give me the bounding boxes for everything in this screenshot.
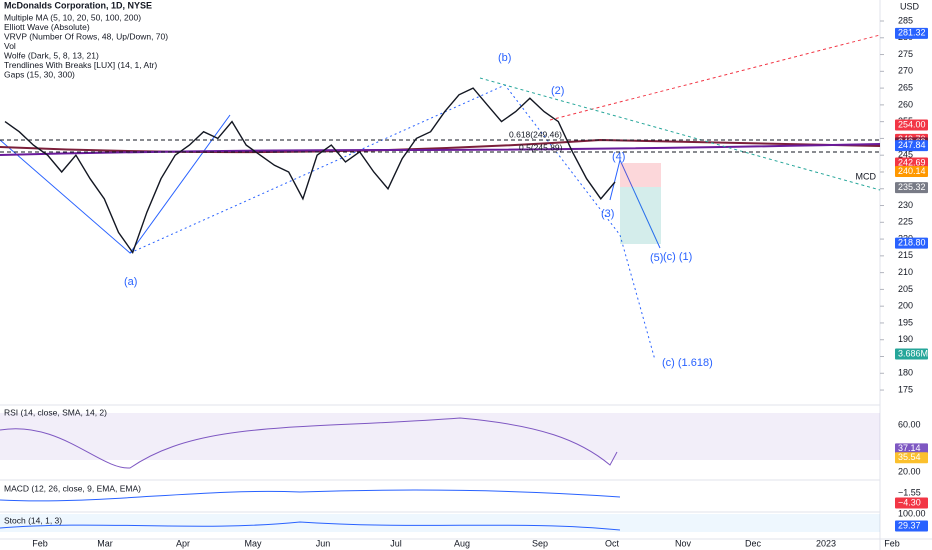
y-tick-label: 260 bbox=[898, 99, 913, 109]
y-tick-label: 195 bbox=[898, 317, 913, 327]
wave-line bbox=[609, 158, 661, 249]
indicator-legend: Wolfe (Dark, 5, 8, 13, 21) bbox=[4, 50, 99, 60]
y-tick-label: 205 bbox=[898, 284, 913, 294]
rsi-band bbox=[0, 413, 880, 460]
x-tick-label: Jun bbox=[316, 538, 331, 548]
annotation: (a) bbox=[124, 276, 137, 288]
x-tick-label: Dec bbox=[745, 538, 762, 548]
annotation: (2) bbox=[551, 85, 564, 97]
price-badge bbox=[895, 452, 928, 464]
price-badge-label: 29.37 bbox=[898, 520, 921, 530]
annotation: (3) bbox=[601, 208, 614, 220]
x-tick-label: Aug bbox=[454, 538, 470, 548]
y-tick-label: 190 bbox=[898, 334, 913, 344]
x-tick-label: Apr bbox=[176, 538, 190, 548]
symbol-label: MCD bbox=[856, 171, 877, 181]
volume-label: 3.686M bbox=[898, 348, 928, 358]
x-tick-label: Sep bbox=[532, 538, 548, 548]
macd-line bbox=[0, 489, 621, 502]
price-badge bbox=[895, 508, 928, 520]
price-badge-label: −4.30 bbox=[898, 497, 921, 507]
trend-line bbox=[549, 34, 881, 121]
moving-average bbox=[0, 138, 881, 154]
indicator-legend: Gaps (15, 30, 300) bbox=[4, 69, 75, 79]
price-badge bbox=[895, 487, 928, 499]
x-tick-label: Feb bbox=[32, 538, 48, 548]
price-badge-label: 218.80 bbox=[898, 237, 926, 247]
price-badge bbox=[895, 497, 928, 509]
price-badge bbox=[895, 140, 928, 152]
price-badge bbox=[895, 443, 928, 455]
price-badge-label: 281.32 bbox=[898, 28, 926, 38]
pane-title: MACD (12, 26, close, 9, EMA, EMA) bbox=[4, 483, 141, 493]
price-badge-label: 247.84 bbox=[898, 140, 926, 150]
y-tick-label: 230 bbox=[898, 200, 913, 210]
annotation: (c) (1) bbox=[663, 251, 692, 263]
price-badge-label: 242.69 bbox=[898, 157, 926, 167]
risk-zone bbox=[620, 163, 661, 187]
x-tick-label: Oct bbox=[605, 538, 620, 548]
price-badge bbox=[895, 119, 928, 131]
price-badge-label: 37.14 bbox=[898, 443, 921, 453]
y-tick-label: 200 bbox=[898, 301, 913, 311]
x-tick-label: Jul bbox=[390, 538, 402, 548]
y-tick-label: 175 bbox=[898, 384, 913, 394]
y-tick-label: 265 bbox=[898, 82, 913, 92]
price-badge bbox=[895, 27, 928, 39]
annotation: (c) (1.618) bbox=[662, 357, 713, 369]
y-tick-label: 225 bbox=[898, 217, 913, 227]
indicator-legend: Elliott Wave (Absolute) bbox=[4, 22, 90, 32]
price-badge-label: 240.14 bbox=[898, 166, 926, 176]
price-badge-label: 235.32 bbox=[898, 182, 926, 192]
price-badge bbox=[895, 237, 928, 249]
y-tick-label: 245 bbox=[898, 150, 913, 160]
y-tick-label: 215 bbox=[898, 250, 913, 260]
y-tick-label: 270 bbox=[898, 66, 913, 76]
annotation: (5) bbox=[650, 252, 663, 264]
pane-title: RSI (14, close, SMA, 14, 2) bbox=[4, 407, 107, 417]
x-tick-label: May bbox=[244, 538, 262, 548]
currency: USD bbox=[900, 1, 920, 11]
rsi-tick-label: 60.00 bbox=[898, 419, 921, 429]
price-badge bbox=[895, 157, 928, 169]
price-badge bbox=[895, 520, 928, 532]
price-line bbox=[4, 87, 616, 255]
chart-title: McDonalds Corporation, 1D, NYSE bbox=[4, 0, 152, 10]
x-tick-label: Nov bbox=[675, 538, 692, 548]
x-tick-label: Feb bbox=[884, 538, 900, 548]
price-badge-label: 100.00 bbox=[898, 508, 926, 518]
indicator-legend: Vol bbox=[4, 41, 16, 51]
price-badge bbox=[895, 182, 928, 194]
y-tick-label: 285 bbox=[898, 15, 913, 25]
y-tick-label: 275 bbox=[898, 49, 913, 59]
indicator-legend: VRVP (Number Of Rows, 48, Up/Down, 70) bbox=[4, 31, 168, 41]
reward-zone bbox=[620, 187, 661, 244]
stoch-line bbox=[0, 521, 621, 531]
annotation: 0.5(245.89) bbox=[519, 142, 563, 152]
annotation: (b) bbox=[498, 52, 511, 64]
indicator-legend: Trendlines With Breaks [LUX] (14, 1, Atr… bbox=[4, 60, 157, 70]
x-tick-label: 2023 bbox=[816, 538, 836, 548]
annotation: 0.618(249.46) bbox=[509, 129, 562, 139]
stoch-band bbox=[0, 514, 880, 532]
annotation: (4) bbox=[612, 151, 625, 163]
volume-badge bbox=[895, 348, 928, 360]
indicator-legend: Multiple MA (5, 10, 20, 50, 100, 200) bbox=[4, 12, 141, 22]
y-tick-label: 180 bbox=[898, 368, 913, 378]
pane-title: Stoch (14, 1, 3) bbox=[4, 515, 62, 525]
x-tick-label: Mar bbox=[97, 538, 113, 548]
y-tick-label: 210 bbox=[898, 267, 913, 277]
price-badge-label: 254.00 bbox=[898, 119, 926, 129]
rsi-tick-label: 20.00 bbox=[898, 466, 921, 476]
rsi-line bbox=[0, 417, 618, 469]
price-badge-label: 35.54 bbox=[898, 452, 921, 462]
price-badge-label: −1.55 bbox=[898, 487, 921, 497]
projection-line bbox=[129, 84, 656, 361]
moving-average bbox=[0, 143, 881, 156]
price-badge bbox=[895, 166, 928, 178]
